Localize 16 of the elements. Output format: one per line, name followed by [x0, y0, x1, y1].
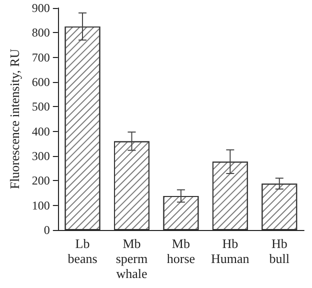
y-tick-label: 200 — [32, 174, 50, 188]
y-tick-label: 600 — [32, 75, 50, 89]
y-tick-label: 500 — [32, 100, 50, 114]
x-tick-label: Lb beans — [68, 236, 98, 266]
y-axis-title: Fluorescence intensity, RU — [7, 48, 22, 190]
y-tick-label: 0 — [44, 223, 50, 237]
y-tick-label: 700 — [32, 50, 50, 64]
y-tick-label: 100 — [32, 198, 50, 212]
x-tick-label: Mb horse — [166, 236, 196, 266]
y-tick-label: 900 — [32, 1, 50, 15]
y-tick-label: 800 — [32, 26, 50, 40]
x-tick-label: Hb Human — [211, 236, 250, 266]
y-tick-label: 300 — [32, 149, 50, 163]
x-tick-label: Mb sperm whale — [116, 236, 148, 281]
x-tick-label: Hb bull — [269, 236, 290, 266]
y-tick-label: 400 — [32, 124, 50, 138]
